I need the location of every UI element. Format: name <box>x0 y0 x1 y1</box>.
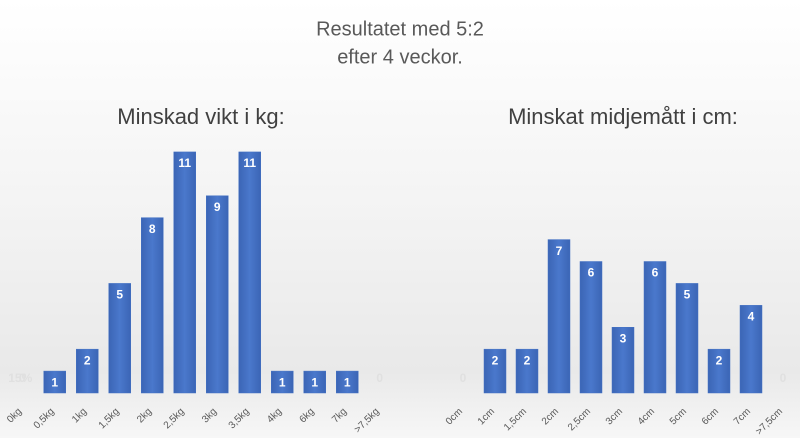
value-label: 6 <box>652 266 659 280</box>
bar <box>579 261 603 394</box>
bar <box>271 370 294 394</box>
x-tick-label: 4cm <box>636 406 657 427</box>
x-tick-label: 1cm <box>476 406 497 427</box>
bar <box>515 348 539 394</box>
x-tick-label: >7,5kg <box>353 406 382 435</box>
value-label: 0 <box>460 371 467 385</box>
bar <box>76 348 99 394</box>
subtitle: Minskad vikt i kg: <box>117 104 285 129</box>
x-tick-label: 2,5cm <box>566 406 593 433</box>
value-label: 3 <box>620 331 627 345</box>
bar <box>611 327 635 394</box>
value-label: 8 <box>149 222 156 236</box>
value-label: 1 <box>344 375 351 389</box>
bar <box>547 239 571 394</box>
x-tick-label: 2kg <box>135 406 154 425</box>
chart-title: Resultatet med 5:2 <box>316 18 484 40</box>
value-label: 0 <box>19 371 26 385</box>
bar <box>173 151 196 394</box>
value-label: 11 <box>243 156 256 170</box>
value-label: 1 <box>51 375 58 389</box>
annotation: 15% <box>8 371 32 385</box>
subtitle: Minskat midjemått i cm: <box>508 104 738 129</box>
bar <box>303 370 326 394</box>
x-tick-label: 1kg <box>70 406 89 425</box>
x-tick-label: 0,5kg <box>32 406 57 431</box>
x-tick-label: >7,5cm <box>754 406 785 437</box>
x-tick-label: 5cm <box>668 406 689 427</box>
bar <box>739 305 763 394</box>
bar <box>707 348 731 394</box>
value-label: 5 <box>116 288 123 302</box>
value-label: 11 <box>178 156 191 170</box>
value-label: 2 <box>492 353 499 367</box>
value-label: 6 <box>588 266 595 280</box>
value-label: 1 <box>311 375 318 389</box>
x-tick-label: 4kg <box>265 406 284 425</box>
x-tick-label: 7cm <box>732 406 753 427</box>
bar <box>675 283 699 394</box>
bar <box>336 370 359 394</box>
x-tick-label: 6cm <box>700 406 721 427</box>
bar <box>483 348 507 394</box>
value-label: 0 <box>780 371 787 385</box>
value-label: 4 <box>748 310 755 324</box>
x-tick-label: 3,5kg <box>227 406 252 431</box>
value-label: 5 <box>684 288 691 302</box>
x-tick-label: 3cm <box>604 406 625 427</box>
x-tick-label: 0cm <box>444 406 465 427</box>
bar <box>108 283 131 394</box>
bar <box>643 261 667 394</box>
value-label: 7 <box>556 244 563 258</box>
bar <box>238 151 261 394</box>
x-tick-label: 1,5cm <box>502 406 529 433</box>
bar <box>43 370 66 394</box>
value-label: 2 <box>524 353 531 367</box>
bar <box>141 217 164 394</box>
value-label: 0 <box>376 371 383 385</box>
value-label: 2 <box>84 353 91 367</box>
x-tick-label: 1,5kg <box>97 406 122 431</box>
x-tick-label: 0kg <box>5 406 24 425</box>
value-label: 1 <box>279 375 286 389</box>
value-label: 9 <box>214 200 221 214</box>
x-tick-label: 3kg <box>200 406 219 425</box>
x-tick-label: 7kg <box>330 406 349 425</box>
chart-title: efter 4 veckor. <box>337 46 463 68</box>
value-label: 2 <box>716 353 723 367</box>
x-tick-label: 6kg <box>298 406 317 425</box>
x-tick-label: 2,5kg <box>162 406 187 431</box>
x-tick-label: 2cm <box>540 406 561 427</box>
bar <box>206 195 229 394</box>
